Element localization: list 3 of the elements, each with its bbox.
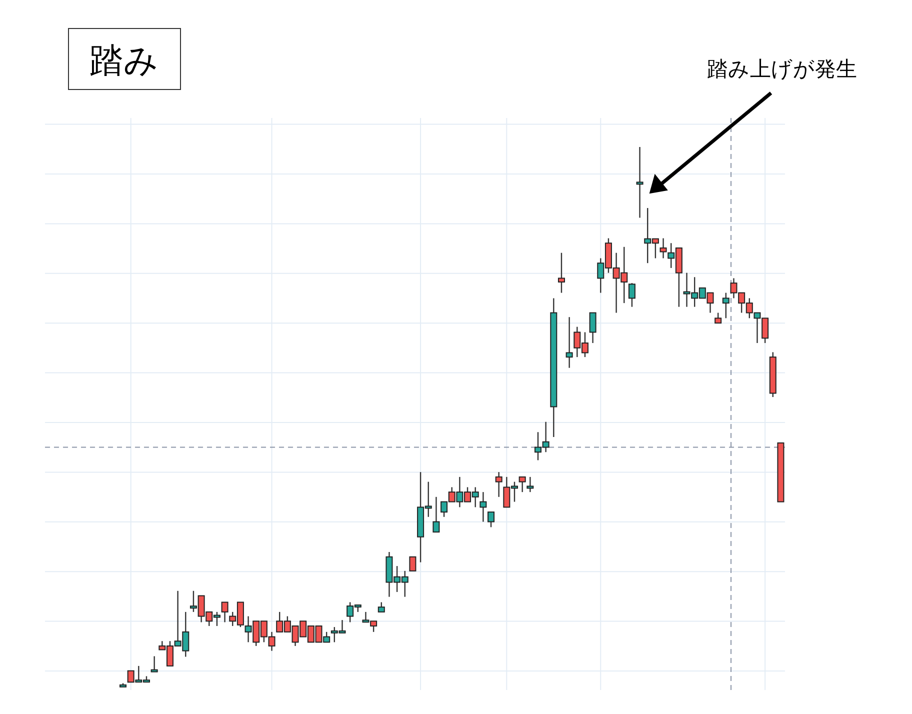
text: 踏み上げが発生 (707, 57, 857, 81)
chart-title: 踏み (90, 41, 158, 81)
title: 踏み (68, 28, 181, 90)
